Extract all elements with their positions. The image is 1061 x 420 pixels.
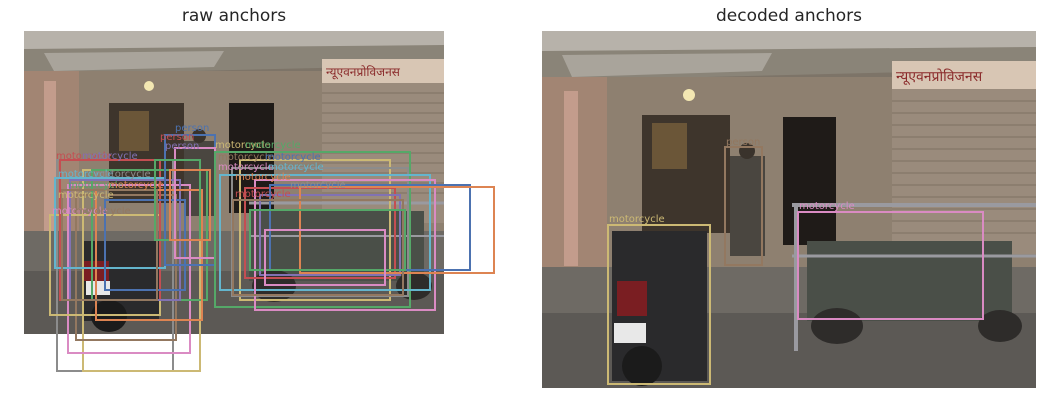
anchor-label: motorcycle — [235, 189, 291, 200]
anchor-label: motorcycle — [82, 151, 138, 162]
anchor-box — [259, 194, 401, 276]
anchor-label: motorcycle — [52, 206, 108, 217]
anchor-label: motorcycle — [68, 180, 124, 191]
anchor-box — [254, 179, 436, 311]
anchor-box — [232, 199, 404, 296]
detection-label-motorcycle: motorcycle — [799, 201, 855, 212]
anchor-box — [249, 209, 406, 271]
anchor-label: motorcycle — [265, 152, 321, 163]
decoded-anchors-title: decoded anchors — [715, 6, 862, 26]
anchor-label: motorcycle — [56, 151, 112, 162]
anchor-box — [239, 159, 391, 301]
decoded-anchor-boxes: motorcycle person motorcycle — [607, 137, 984, 385]
decoded-anchors-panel: decoded anchors न्यूएवनप्रोविजनस — [530, 0, 1061, 420]
anchor-label: motorcycle — [235, 172, 291, 183]
anchor-box — [264, 229, 386, 286]
anchor-box — [104, 199, 186, 291]
svg-text:न्यूएवनप्रोविजनस: न्यूएवनप्रोविजनस — [326, 65, 401, 80]
anchor-label: person — [165, 141, 199, 152]
anchor-label: motorcycle — [75, 206, 131, 217]
anchor-label: motorcycle — [245, 140, 301, 151]
raw-anchors-title: raw anchors — [181, 6, 287, 26]
anchor-label: motorcycle — [218, 152, 274, 163]
anchor-label: motorcycle — [290, 180, 346, 191]
detection-box-person — [724, 146, 763, 266]
anchor-label: motorcycle — [58, 169, 114, 180]
anchor-label: person — [160, 132, 194, 143]
anchor-label: motorcycle — [95, 169, 151, 180]
anchor-box — [214, 151, 411, 308]
anchor-label: motorcycle — [215, 140, 271, 151]
anchor-label: motorcycle — [58, 190, 114, 201]
anchor-label: motorcycle — [108, 180, 164, 191]
anchor-box — [219, 174, 431, 291]
detection-box-motorcycle — [797, 211, 984, 320]
svg-text:न्यूएवनप्रोविजनस: न्यूएवनप्रोविजनस — [896, 68, 983, 85]
detection-label-motorcycle: motorcycle — [609, 214, 665, 225]
detection-label-person: person — [726, 137, 760, 148]
anchor-box — [169, 169, 211, 241]
anchor-label: motorcycle — [218, 162, 274, 173]
raw-anchors-panel: raw anchors न्यूएवनप्रोविजनस — [0, 0, 520, 420]
anchor-label: motorcycle — [268, 162, 324, 173]
anchor-label: person — [175, 123, 209, 134]
anchor-box — [61, 189, 158, 301]
raw-anchor-boxes: motorcycle motorcycle motorcycle motorcy… — [49, 123, 495, 372]
detection-box-motorcycle — [607, 224, 711, 385]
anchor-box — [244, 187, 396, 279]
